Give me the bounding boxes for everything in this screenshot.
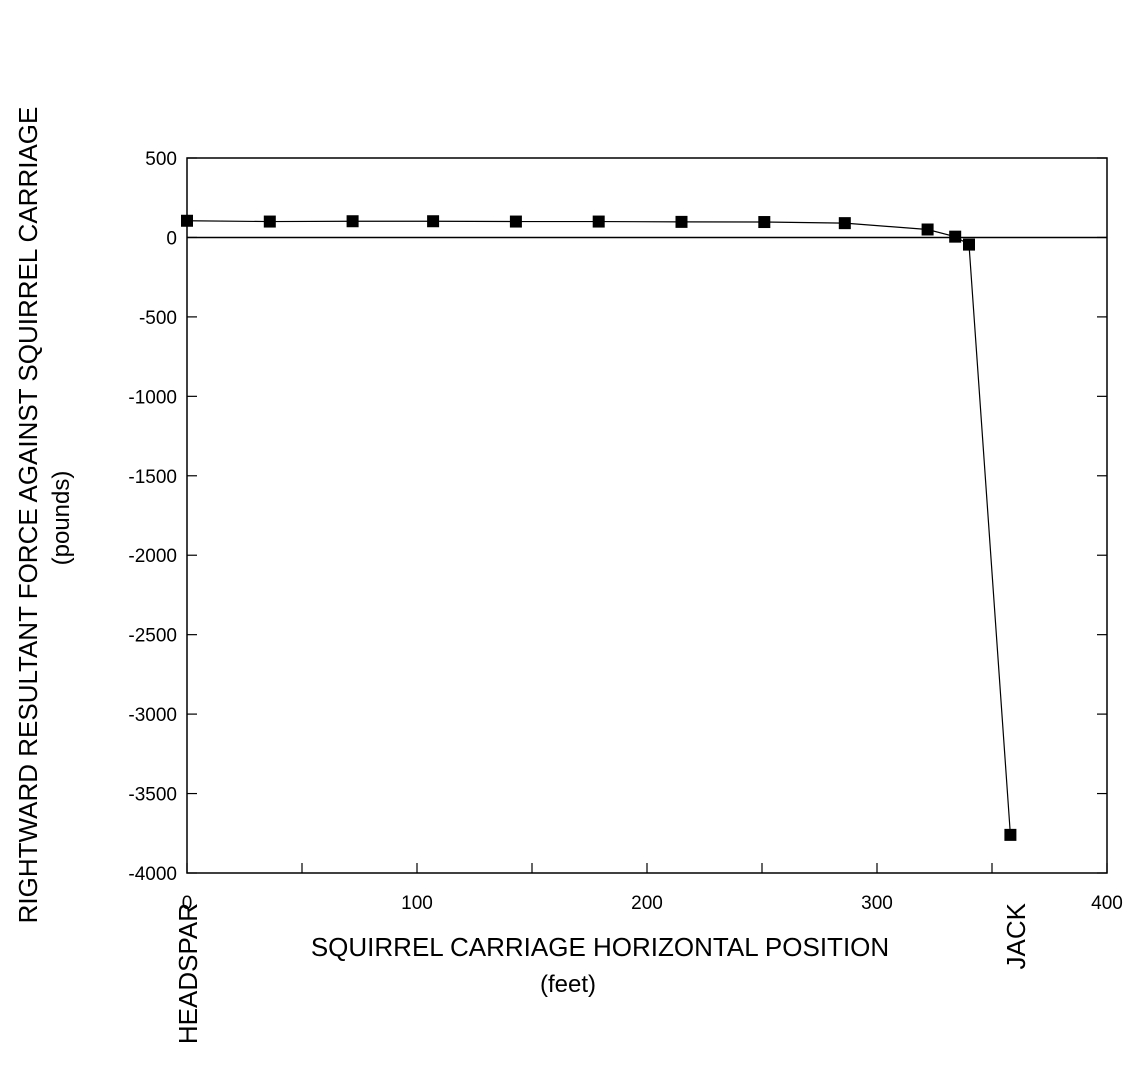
x-tick-label: 300 (861, 893, 893, 914)
series-markers (181, 214, 1017, 841)
data-point (758, 216, 771, 229)
data-point (675, 215, 688, 228)
data-point (963, 238, 975, 251)
y-tick-label: -2000 (128, 546, 177, 567)
data-point (509, 215, 522, 228)
data-point (838, 217, 851, 230)
y-tick-label: -500 (139, 308, 177, 329)
y-tick-label: -1500 (128, 467, 177, 488)
y-tick-label: 500 (145, 149, 177, 170)
data-point (949, 230, 962, 243)
y-axis-unit: (pounds) (48, 471, 75, 566)
y-axis-label: RIGHTWARD RESULTANT FORCE AGAINST SQUIRR… (13, 107, 43, 924)
x-tick-label: 100 (401, 893, 433, 914)
series-line (186, 220, 1011, 835)
x-axis-label: SQUIRREL CARRIAGE HORIZONTAL POSITION (311, 932, 889, 962)
x-tick-label: 0 (182, 893, 193, 914)
data-point (592, 215, 605, 228)
x-tick-label: 400 (1091, 893, 1123, 914)
plot-area (186, 157, 1108, 874)
x-axis-unit: (feet) (540, 971, 596, 998)
annotation-label: HEADSPAR (173, 903, 203, 1044)
data-point (263, 215, 276, 228)
data-point (181, 214, 193, 227)
x-axis-ticks: 0 100 200 300 400 (182, 863, 1123, 914)
data-point (1004, 828, 1017, 841)
annotations: HEADSPAR JACK (173, 902, 1031, 1044)
y-axis-ticks: 500 0 -500 -1000 -1500 -2000 -2500 -3000 -3500 -4… (128, 149, 1107, 885)
data-point (921, 223, 934, 236)
data-point (427, 215, 440, 228)
annotation-label: JACK (1001, 902, 1031, 969)
x-tick-label: 200 (631, 893, 663, 914)
y-tick-label: -1000 (128, 387, 177, 408)
y-tick-label: -2500 (128, 626, 177, 647)
y-tick-label: -4000 (128, 864, 177, 885)
y-tick-label: -3000 (128, 705, 177, 726)
data-point (346, 215, 359, 228)
y-tick-label: 0 (166, 228, 177, 249)
y-tick-label: -3500 (128, 785, 177, 806)
